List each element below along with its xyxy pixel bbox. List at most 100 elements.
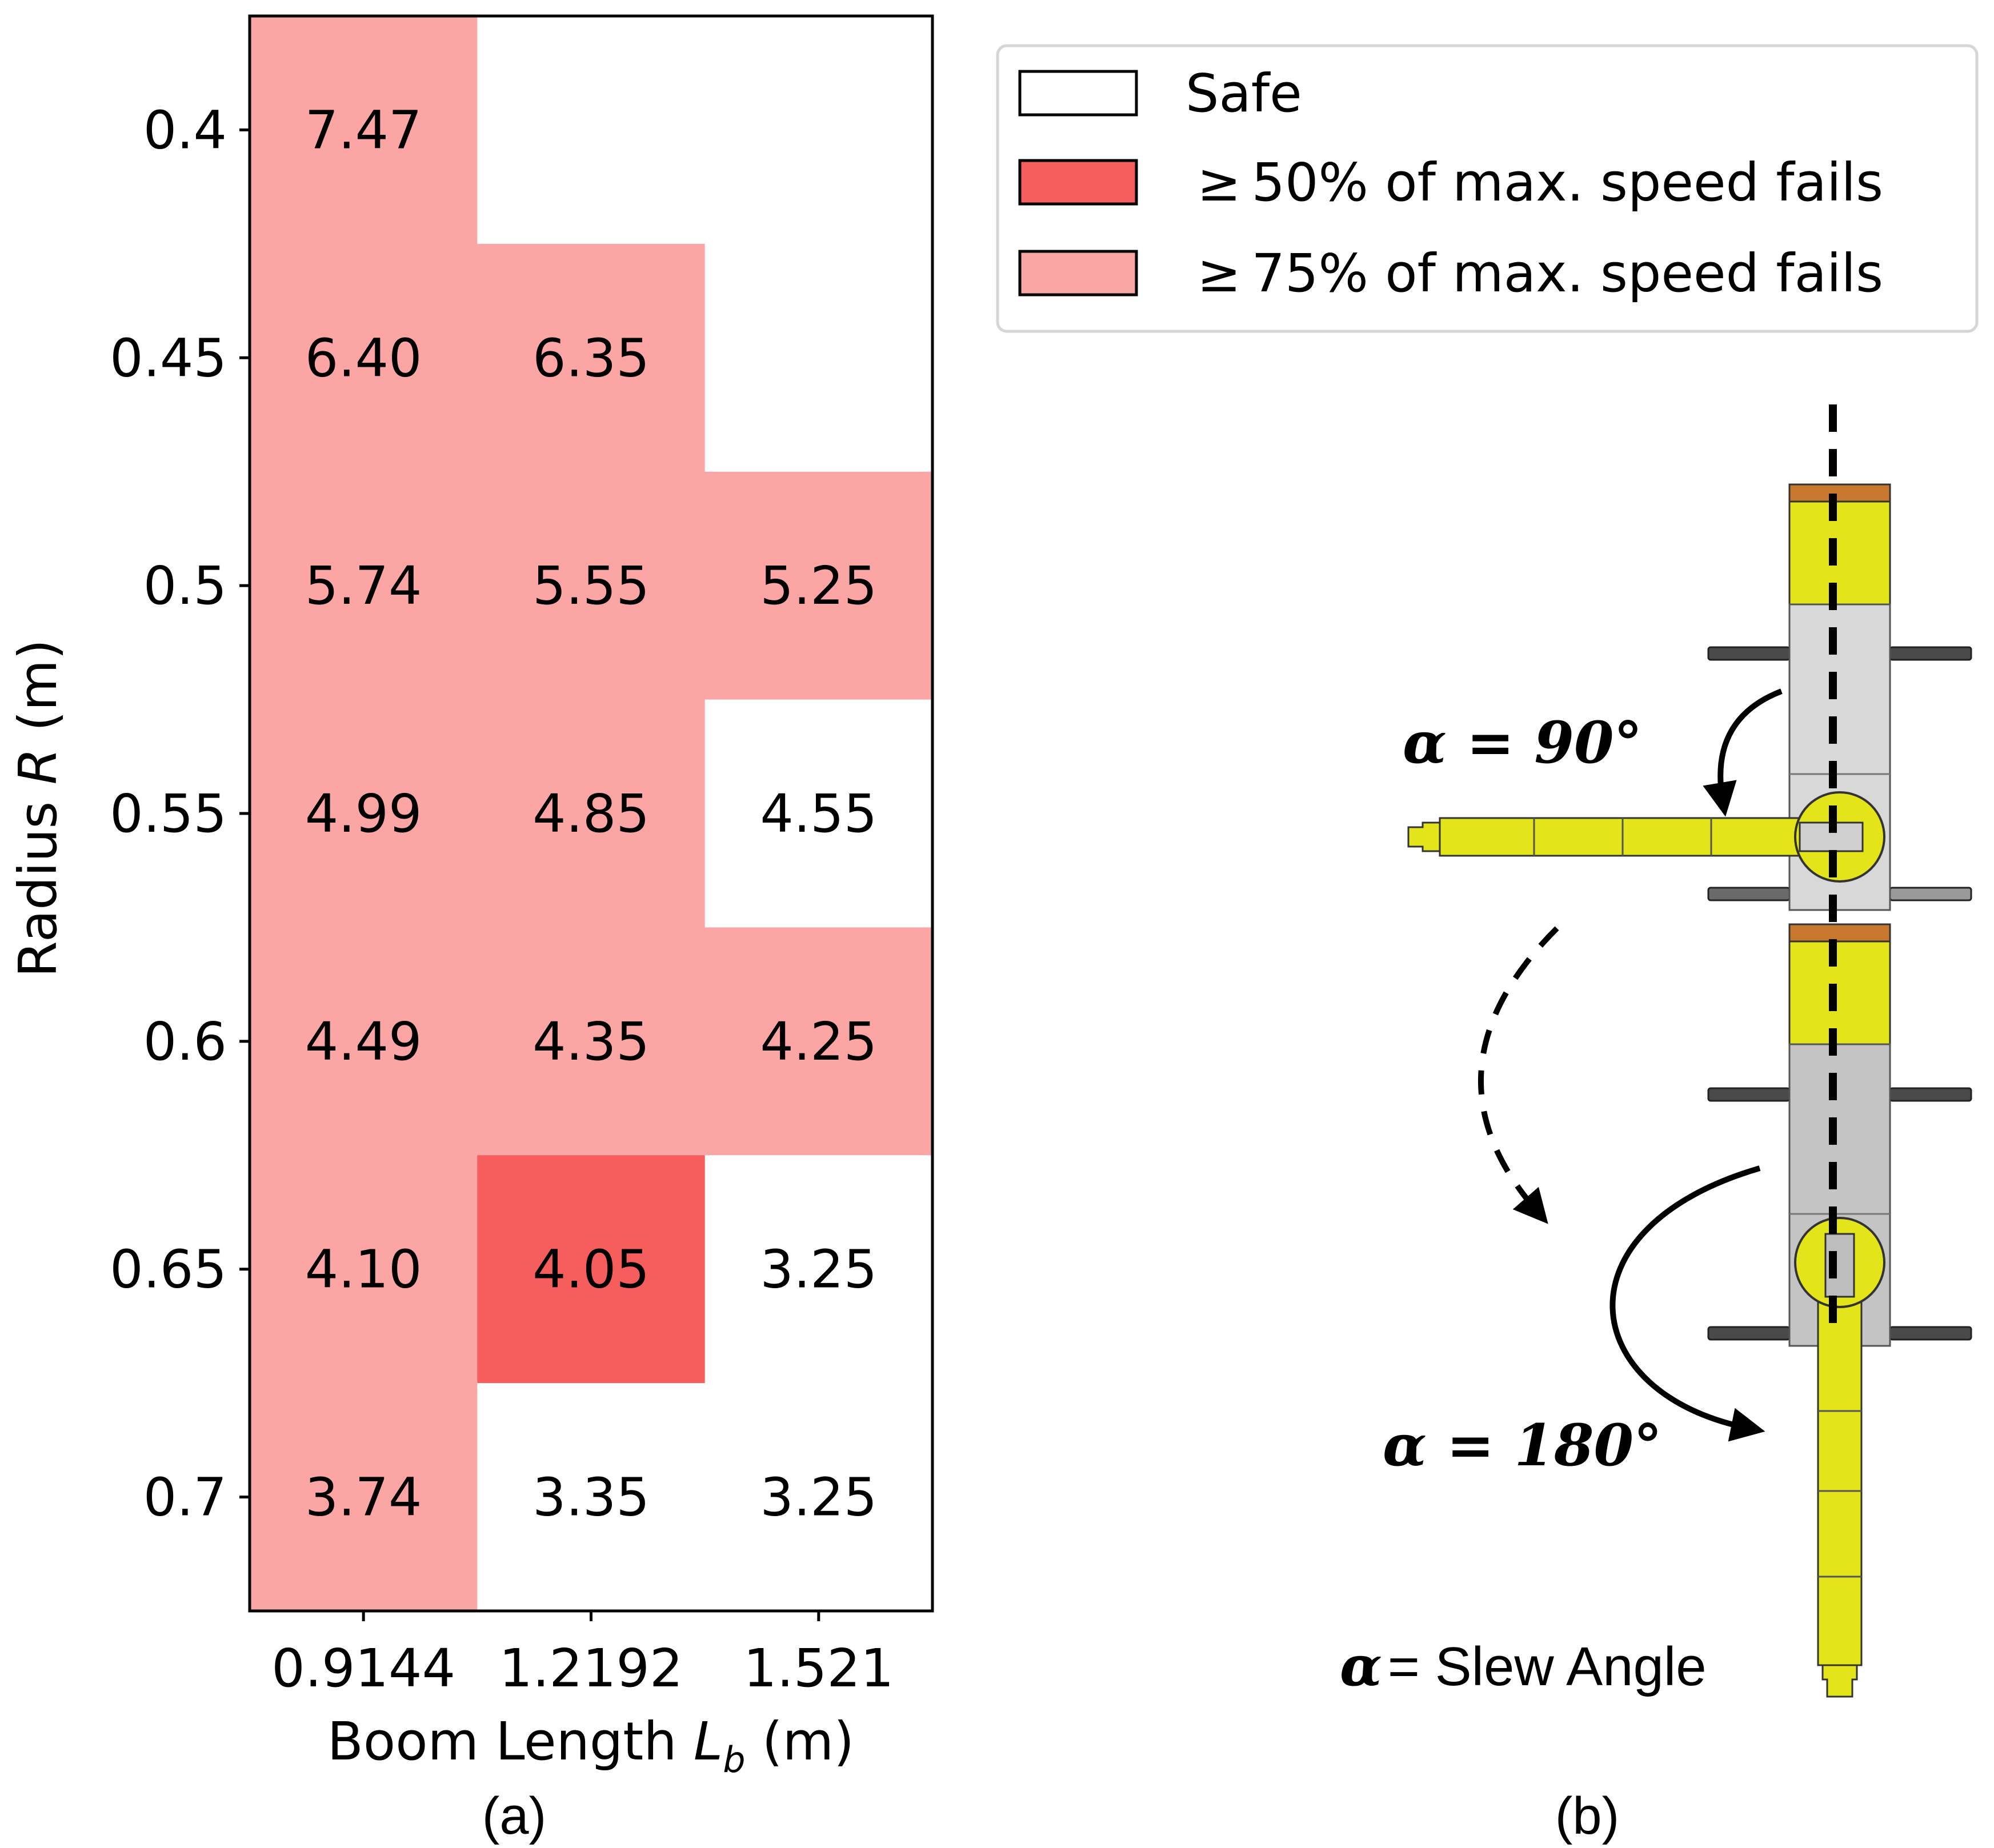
legend-swatch-safe — [1018, 70, 1138, 117]
x-axis-label-suffix: (m) — [746, 1711, 855, 1772]
legend-swatch-fail75 — [1018, 250, 1138, 296]
x-axis-label-prefix: Boom Length — [327, 1711, 694, 1772]
y-tick-label: 0.7 — [143, 1467, 227, 1528]
x-axis-label-var: L — [694, 1711, 723, 1772]
cell-value-label: 3.74 — [305, 1467, 422, 1528]
rotation-arrow-90 — [1703, 688, 1783, 817]
cell-value-label: 4.55 — [760, 783, 877, 844]
heatmap-cell — [477, 16, 706, 244]
heatmap-cell — [477, 699, 706, 928]
outrigger-right-lower — [1889, 887, 1972, 901]
transition-arrow — [1478, 926, 1559, 1224]
cell-value-label: 4.99 — [305, 783, 422, 844]
legend-label-safe: Safe — [1186, 63, 1302, 124]
heatmap-cell — [250, 1155, 478, 1384]
legend-items: Safe ≥ 50% of max. speed fails ≥ 75% of ma… — [1018, 63, 1883, 304]
y-tick-label: 0.4 — [143, 99, 227, 161]
cab-roof — [1788, 923, 1891, 943]
heatmap-panel: 7.47 6.40 6.35 5.74 5.55 5.25 4.99 4.85 4.55 4.49… — [7, 14, 934, 1845]
cell-value-label: 3.35 — [532, 1467, 650, 1528]
y-tick-label: 0.65 — [110, 1239, 227, 1300]
y-axis-ticks: 0.4 0.45 0.5 0.55 0.6 0.65 0.7 — [110, 99, 250, 1528]
rotation-arrow-180 — [1609, 1165, 1765, 1442]
legend-frame — [996, 44, 1979, 333]
angle-90-label: α = 90° — [1403, 709, 1643, 776]
heatmap-cell — [250, 471, 478, 700]
boom-180 — [1817, 1287, 1863, 1666]
x-tick-label: 1.2192 — [499, 1638, 683, 1699]
y-tick-label: 0.55 — [110, 783, 227, 844]
boom-tip-90 — [1407, 821, 1441, 852]
cell-value-label: 5.55 — [532, 555, 650, 616]
outrigger-left-upper — [1707, 646, 1791, 661]
heatmap-cell — [477, 1155, 706, 1384]
heatmap-cell-labels: 7.47 6.40 6.35 5.74 5.55 5.25 4.99 4.85 4.55 4.49… — [305, 99, 878, 1528]
outrigger-right-upper — [1889, 1087, 1972, 1102]
legend-label-fail75: ≥ 75% of max. speed fails — [1197, 243, 1883, 304]
heatmap-cell — [477, 1383, 706, 1612]
heatmap-cell — [704, 1383, 933, 1612]
heatmap-cell — [250, 243, 478, 472]
outrigger-left-lower — [1707, 887, 1791, 901]
cell-value-label: 7.47 — [305, 99, 422, 161]
outrigger-left-lower — [1707, 1326, 1791, 1341]
cell-value-label: 4.35 — [532, 1011, 650, 1072]
y-tick-label: 0.5 — [143, 555, 227, 616]
cell-value-label: 4.10 — [305, 1239, 422, 1300]
legend-label-fail50: ≥ 50% of max. speed fails — [1197, 152, 1883, 213]
cell-value-label: 5.74 — [305, 555, 422, 616]
slew-angle-legend: α = Slew Angle — [1340, 1634, 1707, 1698]
slew-angle-text: = Slew Angle — [1388, 1636, 1707, 1697]
heatmap-cell — [250, 1383, 478, 1612]
caption-b: (b) — [1555, 1787, 1619, 1845]
y-tick-label: 0.45 — [110, 327, 227, 388]
x-axis-label-sub: b — [723, 1739, 745, 1781]
x-tick-label: 0.9144 — [271, 1638, 455, 1699]
x-axis-label: Boom Length Lb (m) — [327, 1711, 854, 1781]
crane-diagram: α = 90° α = 180° α = Slew Angle (b) — [1340, 404, 1972, 1845]
cell-value-label: 4.49 — [305, 1011, 422, 1072]
caption-a: (a) — [482, 1787, 546, 1845]
heatmap-cell — [704, 16, 933, 244]
cell-value-label: 4.25 — [760, 1011, 877, 1072]
y-axis-label-suffix: (m) — [7, 639, 69, 748]
cab — [1788, 500, 1891, 606]
y-axis-label-var: R — [7, 748, 69, 784]
x-tick-label: 1.521 — [743, 1638, 894, 1699]
heatmap-cell — [477, 471, 706, 700]
cell-value-label: 3.25 — [760, 1239, 877, 1300]
y-tick-label: 0.6 — [143, 1011, 227, 1072]
boom-tip-180 — [1821, 1664, 1858, 1698]
heatmap-cells — [250, 16, 933, 1612]
crane-top-view-90 — [1407, 483, 1972, 911]
y-axis-label: Radius R (m) — [7, 639, 69, 977]
cell-value-label: 3.25 — [760, 1467, 877, 1528]
angle-180-label: α = 180° — [1383, 1412, 1662, 1479]
cell-value-label: 6.35 — [532, 327, 650, 388]
heatmap-cell — [477, 927, 706, 1156]
legend: Safe ≥ 50% of max. speed fails ≥ 75% of ma… — [996, 44, 1979, 333]
outrigger-left-upper — [1707, 1087, 1791, 1102]
cell-value-label: 5.25 — [760, 555, 877, 616]
heatmap-cell — [704, 927, 933, 1156]
outrigger-right-upper — [1889, 646, 1972, 661]
crane-top-view-180 — [1707, 923, 1972, 1698]
heatmap-cell — [704, 471, 933, 700]
cell-value-label: 6.40 — [305, 327, 422, 388]
y-axis-label-prefix: Radius — [7, 784, 69, 977]
cab — [1788, 940, 1891, 1045]
heatmap-cell — [250, 16, 478, 244]
heatmap-cell — [477, 243, 706, 472]
cell-value-label: 4.85 — [532, 783, 650, 844]
legend-swatch-fail50 — [1018, 159, 1138, 206]
heatmap-cell — [704, 699, 933, 928]
heatmap-cell — [250, 699, 478, 928]
cab-roof — [1788, 483, 1891, 503]
slew-angle-symbol: α — [1340, 1634, 1382, 1698]
cell-value-label: 4.05 — [532, 1239, 650, 1300]
x-axis-ticks: 0.9144 1.2192 1.521 — [271, 1611, 894, 1699]
heatmap-cell — [704, 243, 933, 472]
heatmap-cell — [704, 1155, 933, 1384]
heatmap-cell — [250, 927, 478, 1156]
